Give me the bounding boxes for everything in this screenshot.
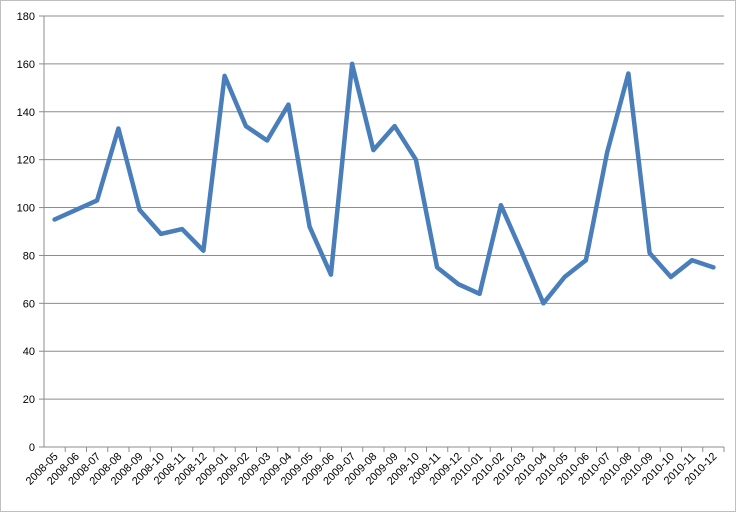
data-point xyxy=(222,73,227,78)
gridlines xyxy=(44,15,724,400)
y-tick-label: 100 xyxy=(17,203,35,215)
data-point xyxy=(137,207,142,212)
data-point xyxy=(286,102,291,107)
data-point xyxy=(243,124,248,129)
y-axis: 0 20 40 60 80 100 120 140 160 180 xyxy=(17,11,45,454)
data-point xyxy=(350,61,355,66)
data-point xyxy=(498,203,503,208)
data-point xyxy=(711,265,716,270)
data-point xyxy=(562,274,567,279)
data-point xyxy=(180,227,185,232)
data-point xyxy=(690,258,695,263)
series xyxy=(52,61,716,306)
data-point xyxy=(158,231,163,236)
y-tick-label: 80 xyxy=(23,250,35,262)
data-point xyxy=(73,207,78,212)
data-point xyxy=(371,148,376,153)
y-tick-label: 120 xyxy=(17,155,35,167)
data-point xyxy=(52,217,57,222)
x-axis: 2008-052008-062008-072008-082008-092008-… xyxy=(24,446,725,488)
data-point xyxy=(392,124,397,129)
y-tick-label: 60 xyxy=(23,298,35,310)
y-tick-label: 0 xyxy=(29,442,35,454)
y-tick-label: 160 xyxy=(17,59,35,71)
data-point xyxy=(307,224,312,229)
data-point xyxy=(520,251,525,256)
series-line xyxy=(52,61,716,306)
data-point xyxy=(435,265,440,270)
data-point xyxy=(583,258,588,263)
data-point xyxy=(201,248,206,253)
data-point xyxy=(647,251,652,256)
y-tick-label: 20 xyxy=(23,394,35,406)
y-tick-label: 40 xyxy=(23,346,35,358)
data-point xyxy=(668,274,673,279)
data-point xyxy=(626,71,631,76)
data-point xyxy=(456,282,461,287)
data-point xyxy=(413,157,418,162)
y-tick-label: 140 xyxy=(17,107,35,119)
data-point xyxy=(477,291,482,296)
data-point xyxy=(116,126,121,131)
data-point xyxy=(541,301,546,306)
data-point xyxy=(95,198,100,203)
data-point xyxy=(605,150,610,155)
y-tick-label: 180 xyxy=(17,11,35,23)
data-point xyxy=(328,272,333,277)
data-point xyxy=(265,138,270,143)
